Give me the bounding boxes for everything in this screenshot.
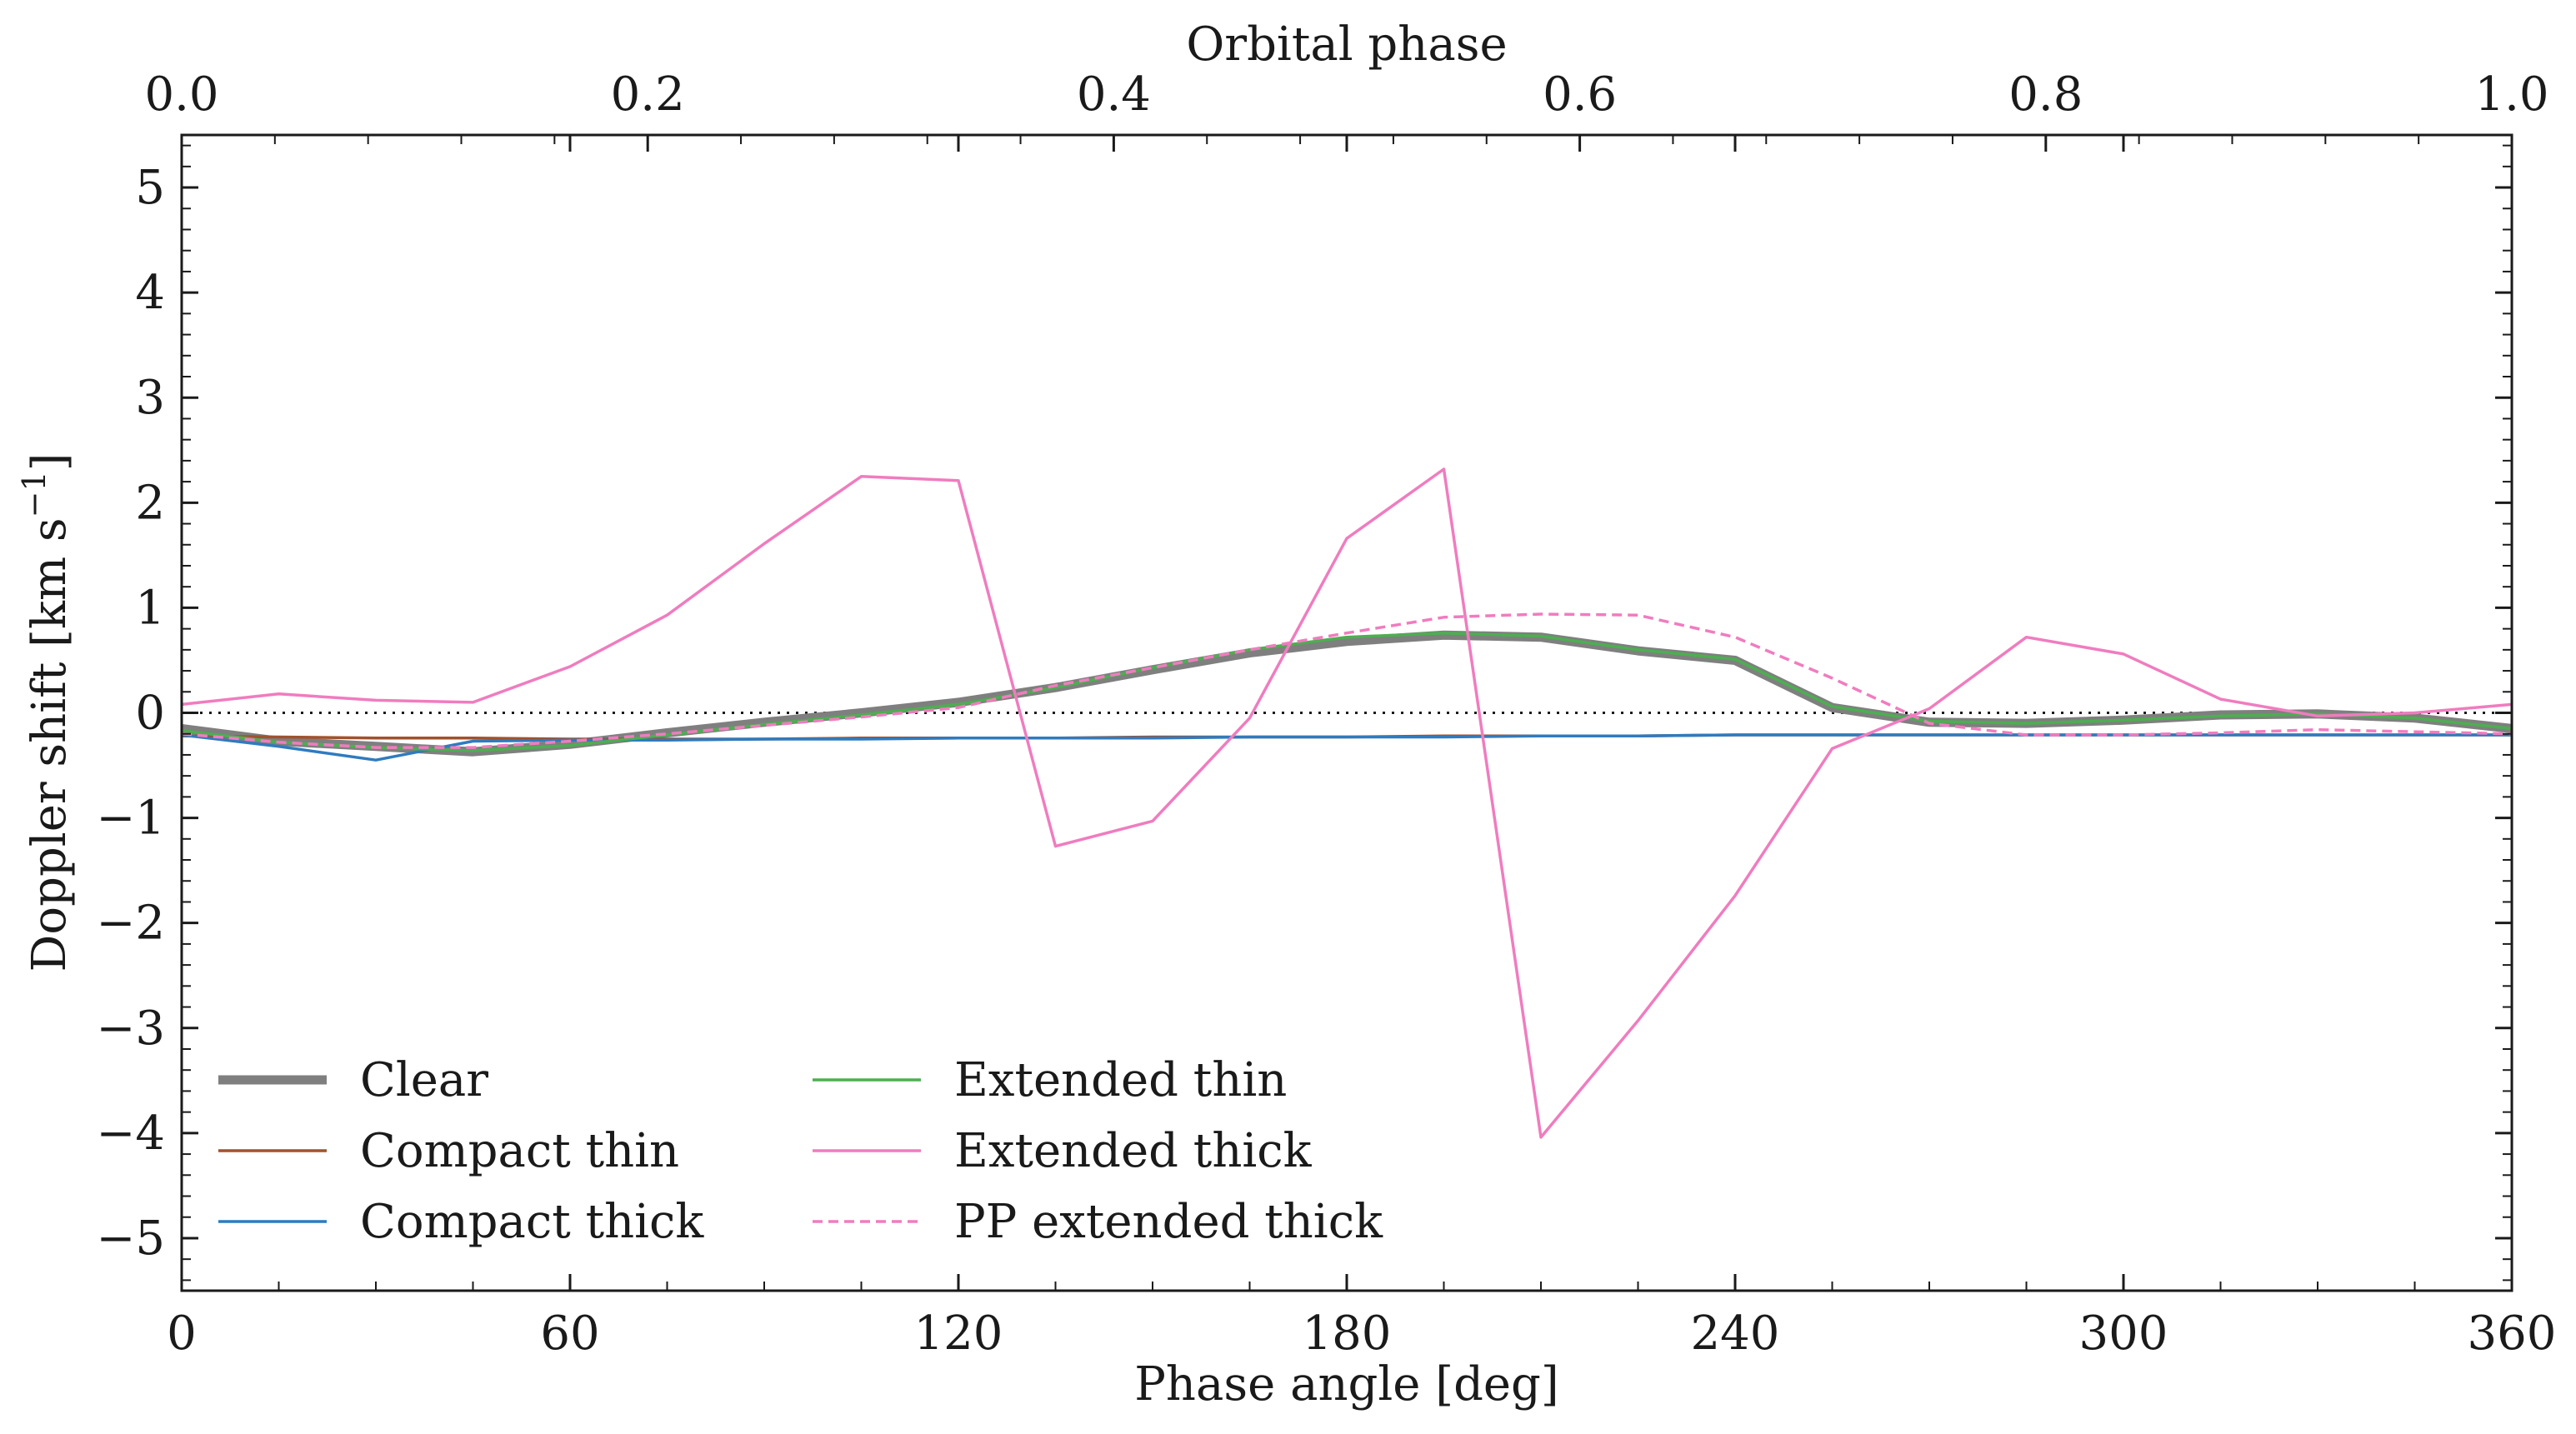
y-tick-label: −4 — [96, 1107, 165, 1161]
x-tick-label: 300 — [2079, 1307, 2168, 1361]
x-tick-label: 60 — [540, 1307, 599, 1361]
series-line-4 — [181, 631, 2513, 752]
series-layer — [181, 467, 2513, 1139]
y-tick-label: 5 — [135, 161, 165, 215]
top-tick-label: 0.4 — [1077, 67, 1151, 122]
y-tick-label: 3 — [135, 371, 165, 425]
legend-label-2: Compact thin — [360, 1124, 679, 1178]
top-axis-label: Orbital phase — [1186, 17, 1507, 72]
x-tick-label: 180 — [1303, 1307, 1392, 1361]
legend-label-6: PP extended thick — [954, 1195, 1383, 1249]
top-tick-label: 1.0 — [2474, 67, 2548, 122]
y-tick-label: 2 — [135, 476, 165, 530]
y-tick-label: 1 — [135, 581, 165, 635]
top-tick-label: 0.6 — [1543, 67, 1617, 122]
y-axis-label-main: Doppler shift [km s — [23, 517, 77, 972]
x-tick-label: 240 — [1691, 1307, 1780, 1361]
x-tick-label: 120 — [914, 1307, 1003, 1361]
x-tick-label: 360 — [2468, 1307, 2557, 1361]
legend-label-4: Extended thin — [954, 1053, 1287, 1107]
top-tick-label: 0.8 — [2008, 67, 2083, 122]
legend-label-3: Compact thick — [360, 1195, 704, 1249]
plot-frame — [180, 133, 2513, 1292]
x-tick-label: 0 — [167, 1307, 197, 1361]
legend: Clear Compact thin Compact thick Extended t… — [218, 1053, 1383, 1249]
legend-label-1: Clear — [360, 1053, 488, 1107]
series-line-5 — [181, 467, 2513, 1139]
y-tick-label: 0 — [135, 687, 165, 741]
x-axis-label: Phase angle [deg] — [1134, 1357, 1559, 1412]
y-tick-label: −5 — [96, 1212, 165, 1266]
y-tick-label: −2 — [96, 897, 165, 951]
y-axis-label-superscript: −1 — [16, 471, 53, 517]
top-tick-label: 0.2 — [611, 67, 685, 122]
y-tick-label: −1 — [96, 792, 165, 846]
top-tick-label: 0.0 — [144, 67, 218, 122]
legend-label-5: Extended thick — [954, 1124, 1313, 1178]
y-tick-label: −3 — [96, 1002, 165, 1056]
y-axis-label: Doppler shift [km s−1] — [16, 453, 77, 972]
y-tick-label: 4 — [135, 266, 165, 320]
series-line-6 — [181, 612, 2513, 749]
y-axis-label-bracket: ] — [23, 453, 77, 472]
